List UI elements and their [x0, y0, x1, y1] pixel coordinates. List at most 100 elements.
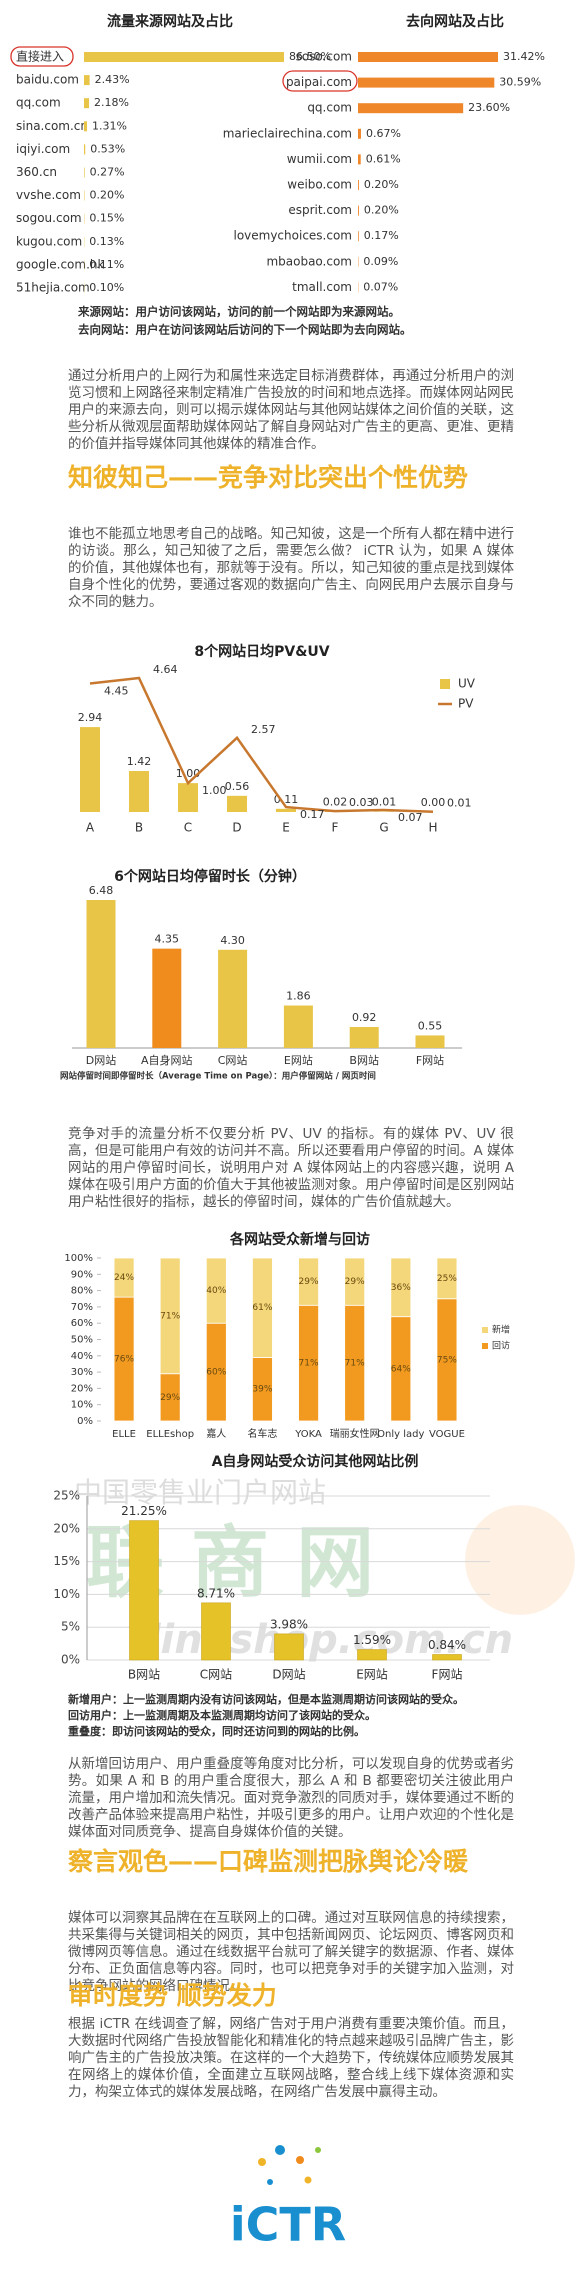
value-label: 1.86	[286, 990, 311, 1003]
category-label: H	[428, 821, 437, 835]
highlight-ring	[10, 46, 74, 67]
value-label: 0.10%	[89, 281, 124, 294]
bar-segment	[159, 1257, 181, 1375]
bar	[283, 1005, 313, 1048]
category-label: sina.com.cn	[16, 119, 88, 133]
value-label: 0.92	[352, 1011, 377, 1024]
value-label: 0.01	[447, 797, 472, 810]
y-tick-label: 80%	[71, 1286, 93, 1297]
definition: 来源网站：用户访问该网站，访问的前一个网站即为来源网站。	[77, 305, 400, 319]
category-label: E	[282, 821, 290, 835]
value-label: 30.59%	[499, 76, 541, 89]
y-tick-label: 30%	[71, 1367, 93, 1378]
watermark-sun	[465, 1505, 575, 1615]
bar-segment	[113, 1257, 135, 1298]
value-label: 1.59%	[353, 1633, 391, 1647]
value-label: 0.53%	[90, 142, 125, 155]
bar	[349, 1026, 379, 1048]
category-label: 嘉人	[206, 1427, 226, 1440]
category-label: marieclairechina.com	[223, 126, 352, 140]
value-label: 0.01	[372, 796, 397, 809]
category-label: 360.cn	[16, 165, 57, 179]
value-label: 0.07	[398, 811, 423, 824]
category-label: 51hejia.com	[16, 281, 90, 295]
value-label: 6.48	[89, 884, 114, 897]
definition: 重叠度：即访问该网站的受众，同时还访问到的网站的比例。	[68, 1724, 365, 1738]
legend-swatch	[482, 1343, 488, 1349]
category-label: C网站	[200, 1668, 232, 1682]
value-label: 1.42	[127, 755, 152, 768]
category-label: 名车志	[247, 1427, 277, 1440]
bar	[358, 52, 498, 62]
bar	[84, 52, 284, 62]
bar	[84, 121, 88, 132]
section-heading: 审时度势 顺势发力	[68, 1981, 277, 2010]
bar	[84, 144, 86, 155]
value-label: 0.00	[421, 796, 446, 809]
category-label: iqiyi.com	[16, 142, 70, 156]
value-label: 24%	[114, 1273, 134, 1283]
bar-segment	[436, 1257, 458, 1300]
chart-title: 去向网站及占比	[406, 13, 504, 30]
chart-title: 6个网站日均停留时长（分钟）	[114, 868, 306, 885]
section-heading: 察言观色——口碑监测把脉舆论冷暖	[68, 1847, 469, 1876]
bar	[129, 770, 149, 812]
category-label: tmall.com	[292, 280, 352, 294]
value-label: 0.67%	[366, 127, 401, 140]
value-label: 1.31%	[92, 119, 127, 132]
logo-dot	[296, 2156, 304, 2164]
chart-title: 各网站受众新增与回访	[229, 1231, 370, 1248]
y-tick-label: 90%	[71, 1269, 93, 1280]
paragraph: 通过分析用户的上网行为和属性来选定目标消费群体，再通过分析用户的浏览习惯和上网路…	[68, 368, 514, 452]
logo-dot	[267, 2179, 273, 2185]
y-tick-label: 70%	[71, 1302, 93, 1313]
paragraph: 媒体可以洞察其品牌在在互联网上的口碑。通过对互联网信息的持续搜索，共采集得与关键…	[68, 1910, 514, 1994]
value-label: 3.98%	[270, 1617, 308, 1631]
bar	[432, 1654, 462, 1661]
category-label: G	[379, 821, 388, 835]
y-tick-label: 40%	[71, 1351, 93, 1362]
y-tick-label: 10%	[53, 1587, 80, 1601]
category-label: qq.com	[16, 96, 61, 110]
value-label: 75%	[437, 1355, 457, 1365]
category-label: D	[232, 821, 241, 835]
bar	[358, 154, 361, 165]
category-label: D网站	[272, 1668, 305, 1682]
value-label: 0.07%	[363, 280, 398, 293]
logo-dot	[304, 2176, 312, 2184]
category-label: weibo.com	[287, 178, 352, 192]
category-label: lovemychoices.com	[233, 229, 352, 243]
value-label: 0.84%	[428, 1638, 466, 1652]
value-label: 0.03	[349, 796, 374, 809]
logo-dot	[315, 2147, 321, 2153]
value-label: 0.15%	[89, 212, 124, 225]
value-label: 4.35	[155, 933, 180, 946]
category-label: google.com.hk	[16, 257, 104, 271]
y-tick-label: 60%	[71, 1318, 93, 1329]
category-label: baidu.com	[16, 73, 79, 87]
highlight-ring	[282, 70, 358, 92]
category-label: F网站	[416, 1053, 444, 1067]
value-label: 0.55	[418, 1019, 443, 1032]
category-label: ELLEshop	[146, 1429, 194, 1440]
value-label: 71%	[160, 1311, 180, 1321]
bar	[152, 948, 182, 1048]
definition: 回访用户：上一监测周期及本监测周期均访问了该网站的受众。	[68, 1708, 376, 1722]
value-label: 40%	[206, 1286, 226, 1296]
legend-label: UV	[458, 677, 476, 691]
bar-segment	[390, 1257, 412, 1318]
bar	[358, 77, 495, 88]
logo-dot	[258, 2158, 266, 2166]
value-label: 64%	[391, 1364, 411, 1374]
legend-label: 新增	[492, 1324, 510, 1336]
category-label: E网站	[356, 1668, 388, 1682]
value-label: 2.57	[251, 723, 276, 736]
legend-label: PV	[458, 697, 474, 711]
definition: 去向网站：用户在访问该网站后访问的下一个网站即为去向网站。	[78, 323, 412, 337]
chart-title: 流量来源网站及占比	[107, 13, 233, 30]
chart-title: A自身网站受众访问其他网站比例	[212, 1453, 419, 1470]
value-label: 4.45	[104, 684, 129, 697]
value-label: 2.94	[78, 711, 103, 724]
value-label: 8.71%	[197, 1586, 235, 1600]
